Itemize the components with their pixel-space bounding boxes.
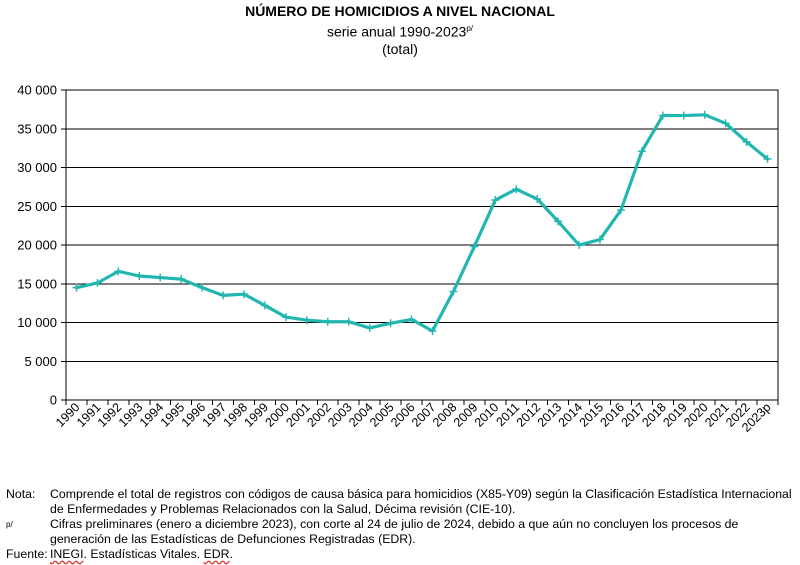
- y-tick-label: 30 000: [17, 160, 57, 175]
- source-end: .: [229, 547, 233, 561]
- preliminary-text: Cifras preliminares (enero a diciembre 2…: [50, 517, 739, 546]
- data-point: [637, 147, 646, 156]
- source-row: Fuente: INEGI. Estadísticas Vitales. EDR…: [6, 547, 796, 562]
- data-point: [114, 267, 123, 276]
- note-row: Nota: Comprende el total de registros co…: [6, 487, 796, 517]
- data-point: [554, 217, 563, 226]
- x-axis-ticks: 1990199119921993199419951996199719981999…: [53, 400, 779, 435]
- data-point: [177, 275, 186, 284]
- data-point: [407, 315, 416, 324]
- data-point: [344, 317, 353, 326]
- data-point: [491, 196, 500, 205]
- data-point: [323, 317, 332, 326]
- subtitle-text: serie anual 1990-2023: [326, 23, 467, 40]
- grid-lines: [65, 89, 779, 401]
- data-point: [533, 194, 542, 203]
- source-inegi: INEGI: [50, 547, 84, 561]
- data-point: [700, 110, 709, 119]
- chart-subtitle: serie anual 1990-2023p/: [0, 20, 800, 41]
- series-line: [74, 113, 770, 333]
- data-point: [260, 301, 269, 310]
- y-tick-label: 10 000: [17, 315, 57, 330]
- y-tick-label: 25 000: [17, 199, 57, 214]
- preliminary-key: p/: [6, 520, 13, 529]
- chart-title: NÚMERO DE HOMICIDIOS A NIVEL NACIONAL: [245, 3, 555, 19]
- data-point: [742, 137, 751, 146]
- data-point: [240, 290, 248, 299]
- data-point: [428, 327, 437, 336]
- data-point: [72, 283, 81, 292]
- y-tick-label: 40 000: [17, 83, 57, 98]
- data-point: [449, 287, 458, 296]
- data-point: [616, 206, 625, 215]
- note-key: Nota:: [6, 487, 36, 501]
- data-point: [219, 291, 228, 300]
- data-markers: [72, 110, 772, 336]
- data-point: [679, 111, 688, 120]
- source-text: INEGI. Estadísticas Vitales. EDR.: [50, 547, 796, 562]
- data-point: [365, 323, 374, 332]
- chart-unit: (total): [382, 40, 418, 57]
- y-tick-label: 20 000: [17, 238, 57, 253]
- y-tick-label: 0: [50, 393, 57, 408]
- y-axis-ticks: 0 5 000 10 000 15 000 20 000 25 000 30 000 35 0…: [17, 83, 66, 408]
- data-point: [386, 319, 395, 328]
- data-point: [658, 111, 667, 120]
- data-point: [198, 283, 207, 292]
- data-point: [156, 273, 165, 282]
- data-point: [721, 119, 730, 128]
- data-point: [575, 241, 584, 249]
- source-key: Fuente:: [6, 547, 48, 561]
- y-tick-label: 15 000: [17, 276, 57, 291]
- source-mid: . Estadísticas Vitales.: [83, 547, 204, 561]
- data-point: [763, 154, 772, 163]
- data-point: [302, 316, 311, 325]
- data-point: [93, 278, 102, 287]
- y-tick-label: 5 000: [24, 354, 57, 369]
- data-point: [281, 313, 290, 322]
- data-point: [470, 242, 479, 251]
- footnotes: Nota: Comprende el total de registros co…: [6, 487, 796, 562]
- line-chart: 0 5 000 10 000 15 000 20 000 25 000 30 000 35 0…: [17, 83, 779, 435]
- y-tick-label: 35 000: [17, 121, 57, 136]
- title-block: NÚMERO DE HOMICIDIOS A NIVEL NACIONAL se…: [0, 2, 800, 58]
- preliminary-note-row: p/ Cifras preliminares (enero a diciembr…: [6, 517, 796, 547]
- data-point: [135, 272, 144, 280]
- series-homicidios: [74, 113, 770, 333]
- data-point: [512, 185, 521, 194]
- subtitle-superscript: p/: [466, 24, 473, 33]
- source-edr: EDR: [203, 547, 230, 561]
- note-text: Comprende el total de registros con códi…: [50, 487, 792, 516]
- data-point: [596, 235, 604, 244]
